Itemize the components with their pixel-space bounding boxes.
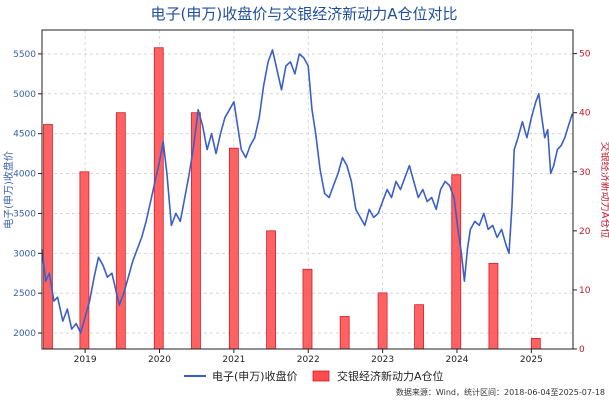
left-tick-label: 3000 bbox=[13, 249, 36, 259]
bar bbox=[115, 112, 126, 350]
right-tick-label: 50 bbox=[579, 50, 591, 60]
bar bbox=[228, 147, 239, 350]
line-series bbox=[41, 49, 574, 334]
left-tick-label: 4500 bbox=[13, 130, 36, 140]
left-tick-label: 5000 bbox=[13, 90, 36, 100]
right-tick-label: 20 bbox=[579, 227, 591, 237]
bar-series bbox=[43, 47, 541, 350]
legend-bar-label: 交银经济新动力A仓位 bbox=[337, 369, 444, 383]
price-line bbox=[41, 49, 574, 334]
source-note: 数据来源：Wind，统计区间：2018-06-04至2025-07-18 bbox=[396, 387, 605, 397]
right-axis-ticks: 0 10 20 30 40 50 bbox=[573, 50, 591, 355]
x-tick-label: 2021 bbox=[222, 355, 245, 365]
x-tick-label: 2023 bbox=[371, 355, 394, 365]
plot-frame bbox=[41, 29, 574, 350]
bar bbox=[451, 174, 462, 350]
legend-bar-swatch bbox=[312, 370, 330, 382]
bar bbox=[339, 316, 350, 350]
x-tick-label: 2025 bbox=[520, 355, 543, 365]
left-tick-label: 2500 bbox=[13, 289, 36, 299]
left-axis-ticks: 2000 2500 3000 3500 4000 4500 5000 5500 bbox=[13, 50, 42, 339]
legend: 电子(申万)收盘价 交银经济新动力A仓位 bbox=[184, 369, 444, 383]
bar bbox=[266, 230, 276, 350]
chart-title: 电子(申万)收盘价与交银经济新动力A仓位对比 bbox=[151, 5, 458, 23]
left-axis-label: 电子(申万)收盘价 bbox=[2, 151, 15, 229]
legend-line-label: 电子(申万)收盘价 bbox=[212, 369, 298, 383]
bar bbox=[43, 124, 53, 350]
x-tick-label: 2019 bbox=[74, 355, 97, 365]
right-tick-label: 10 bbox=[579, 286, 591, 296]
right-tick-label: 30 bbox=[579, 168, 591, 178]
x-tick-label: 2022 bbox=[297, 355, 320, 365]
left-tick-label: 4000 bbox=[13, 170, 36, 180]
x-axis-ticks: 2019 2020 2021 2022 2023 2024 2025 bbox=[74, 349, 543, 365]
bar bbox=[488, 262, 499, 350]
bar bbox=[153, 47, 164, 350]
left-tick-label: 2000 bbox=[13, 329, 36, 339]
right-tick-label: 40 bbox=[579, 109, 591, 119]
right-tick-label: 0 bbox=[579, 345, 585, 355]
left-tick-label: 3500 bbox=[13, 209, 36, 219]
right-axis-label: 交银经济新动力A仓位 bbox=[599, 142, 609, 239]
bar bbox=[302, 268, 313, 350]
left-tick-label: 5500 bbox=[13, 50, 36, 60]
x-tick-label: 2024 bbox=[446, 355, 469, 365]
bar bbox=[414, 304, 424, 350]
bar bbox=[377, 292, 388, 350]
bar bbox=[530, 337, 541, 350]
x-tick-label: 2020 bbox=[148, 355, 171, 365]
